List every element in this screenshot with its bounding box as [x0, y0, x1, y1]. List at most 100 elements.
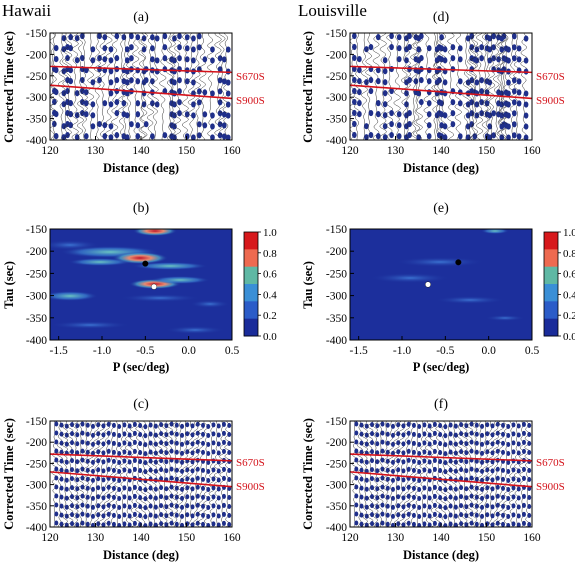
trace-positive-lobe [148, 467, 153, 473]
panel-a-phase-label-s670s: S670S [236, 71, 265, 83]
trace-positive-lobe [419, 33, 424, 40]
trace-positive-lobe [438, 513, 443, 519]
trace-positive-lobe [417, 433, 422, 439]
trace-positive-lobe [459, 431, 464, 437]
trace-positive-lobe [457, 133, 463, 140]
trace-positive-lobe [417, 523, 422, 527]
trace-positive-lobe [96, 431, 101, 437]
seismogram-trace [156, 421, 163, 527]
trace-positive-lobe [457, 100, 463, 107]
trace-positive-lobe [382, 112, 388, 119]
trace-positive-lobe [453, 459, 458, 465]
trace-positive-lobe [227, 423, 232, 429]
trace-positive-lobe [148, 485, 153, 491]
trace-positive-lobe [159, 503, 164, 509]
trace-positive-lobe [354, 493, 359, 499]
trace-positive-lobe [80, 511, 85, 517]
trace-positive-lobe [407, 132, 412, 139]
trace-positive-lobe [101, 522, 106, 527]
trace-positive-lobe [197, 99, 202, 106]
trace-positive-lobe [169, 430, 174, 436]
trace-positive-lobe [406, 466, 411, 472]
trace-positive-lobe [442, 134, 448, 140]
trace-positive-lobe [138, 468, 143, 474]
trace-positive-lobe [442, 90, 448, 97]
trace-positive-lobe [162, 132, 168, 139]
trace-positive-lobe [438, 504, 443, 510]
trace-positive-lobe [225, 46, 231, 53]
trace-positive-lobe [225, 101, 231, 108]
trace-positive-lobe [54, 493, 59, 499]
trace-positive-lobe [406, 421, 411, 427]
trace-positive-lobe [396, 422, 401, 428]
trace-positive-lobe [352, 65, 357, 73]
trace-positive-lobe [154, 101, 160, 108]
trace-positive-lobe [506, 112, 511, 119]
trace-positive-lobe [396, 440, 401, 446]
trace-positive-lobe [180, 441, 185, 447]
trace-positive-lobe [221, 475, 226, 481]
trace-positive-lobe [127, 513, 132, 519]
trace-positive-lobe [174, 521, 179, 527]
y-tick-label: -300 [326, 92, 347, 104]
trace-positive-lobe [389, 120, 394, 128]
trace-positive-lobe [490, 423, 495, 429]
trace-positive-lobe [114, 55, 120, 62]
trace-positive-lobe [426, 78, 432, 85]
trace-positive-lobe [184, 111, 190, 118]
trace-positive-lobe [197, 44, 202, 51]
trace-positive-lobe [426, 45, 432, 52]
trace-positive-lobe [221, 421, 226, 427]
trace-positive-lobe [480, 459, 485, 465]
trace-positive-lobe [491, 110, 496, 117]
trace-positive-lobe [227, 522, 232, 527]
trace-positive-lobe [490, 513, 495, 519]
x-tick-label: 140 [132, 145, 150, 157]
trace-positive-lobe [191, 46, 196, 53]
x-tick-label: -1.0 [393, 345, 411, 357]
x-tick-label: -1.5 [50, 345, 68, 357]
trace-positive-lobe [227, 432, 232, 438]
trace-positive-lobe [459, 485, 464, 491]
trace-positive-lobe [382, 134, 388, 140]
trace-positive-lobe [210, 90, 215, 97]
trace-positive-lobe [438, 486, 443, 492]
seismogram-trace [135, 421, 142, 527]
trace-positive-lobe [85, 512, 90, 518]
trace-positive-lobe [106, 421, 111, 427]
trace-positive-lobe [108, 46, 114, 53]
trace-positive-lobe [64, 495, 69, 501]
trace-positive-lobe [117, 433, 122, 439]
trace-positive-lobe [91, 441, 95, 447]
trace-positive-lobe [70, 440, 75, 446]
trace-positive-lobe [53, 45, 59, 52]
y-tick-label: -250 [26, 268, 47, 280]
trace-positive-lobe [127, 441, 132, 447]
trace-positive-lobe [370, 476, 375, 482]
trace-positive-lobe [211, 512, 216, 518]
trace-positive-lobe [370, 521, 375, 527]
trace-positive-lobe [148, 449, 153, 455]
trace-positive-lobe [153, 486, 158, 492]
trace-positive-lobe [474, 449, 479, 455]
x-tick-label: 160 [223, 145, 241, 157]
trace-positive-lobe [382, 68, 388, 75]
seismogram-trace [199, 33, 207, 140]
trace-positive-lobe [85, 503, 90, 509]
trace-positive-lobe [85, 494, 90, 500]
x-tick-label: 150 [478, 145, 496, 157]
trace-positive-lobe [54, 520, 59, 526]
panel-d-y-ticks: -150 -200 -250 -300 -350 -400 [326, 28, 354, 147]
trace-positive-lobe [111, 458, 116, 464]
trace-positive-lobe [459, 440, 464, 446]
x-tick-label: 120 [341, 145, 359, 157]
panel-f-phase-label-s900s: S900S [536, 481, 565, 493]
colorbar-segment [544, 301, 558, 320]
trace-positive-lobe [153, 513, 158, 519]
trace-positive-lobe [174, 458, 179, 464]
trace-positive-lobe [117, 505, 122, 511]
trace-positive-lobe [506, 432, 511, 439]
trace-positive-lobe [474, 79, 480, 86]
colorbar-segment [544, 318, 558, 337]
trace-positive-lobe [197, 132, 202, 139]
